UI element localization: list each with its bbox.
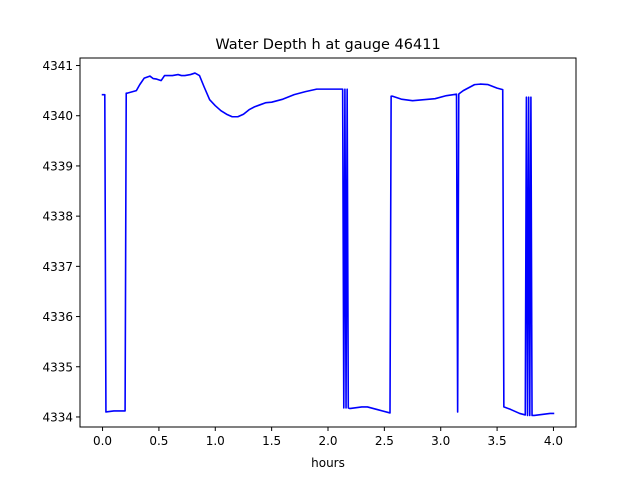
- y-tick-label: 4337: [42, 260, 73, 274]
- series-layer: [101, 72, 555, 417]
- x-tick-label: 2.5: [375, 434, 394, 448]
- y-tick-label: 4335: [42, 360, 73, 374]
- y-tick-label: 4336: [42, 310, 73, 324]
- y-tick-label: 4341: [42, 59, 73, 73]
- x-tick-label: 1.5: [262, 434, 281, 448]
- axes-layer: 0.0 0.5 1.0 1.5 2.0 2.5 3.0 3.5 4.0 4334 4335 4336 4…: [42, 57, 577, 448]
- x-tick-label: 0.0: [93, 434, 112, 448]
- x-tick-label: 3.5: [488, 434, 507, 448]
- y-tick-label: 4340: [42, 109, 73, 123]
- chart-title: Water Depth h at gauge 46411: [215, 37, 440, 53]
- y-tick-label: 4334: [42, 410, 73, 424]
- x-tick-label: 3.0: [431, 434, 450, 448]
- x-tick-label: 1.0: [206, 434, 225, 448]
- x-tick-label: 0.5: [149, 434, 168, 448]
- x-tick-label: 2.0: [318, 434, 337, 448]
- x-axis-label: hours: [311, 456, 345, 470]
- series-line-0: [101, 72, 555, 417]
- y-tick-label: 4338: [42, 210, 73, 224]
- y-tick-label: 4339: [42, 159, 73, 173]
- x-tick-label: 4.0: [544, 434, 563, 448]
